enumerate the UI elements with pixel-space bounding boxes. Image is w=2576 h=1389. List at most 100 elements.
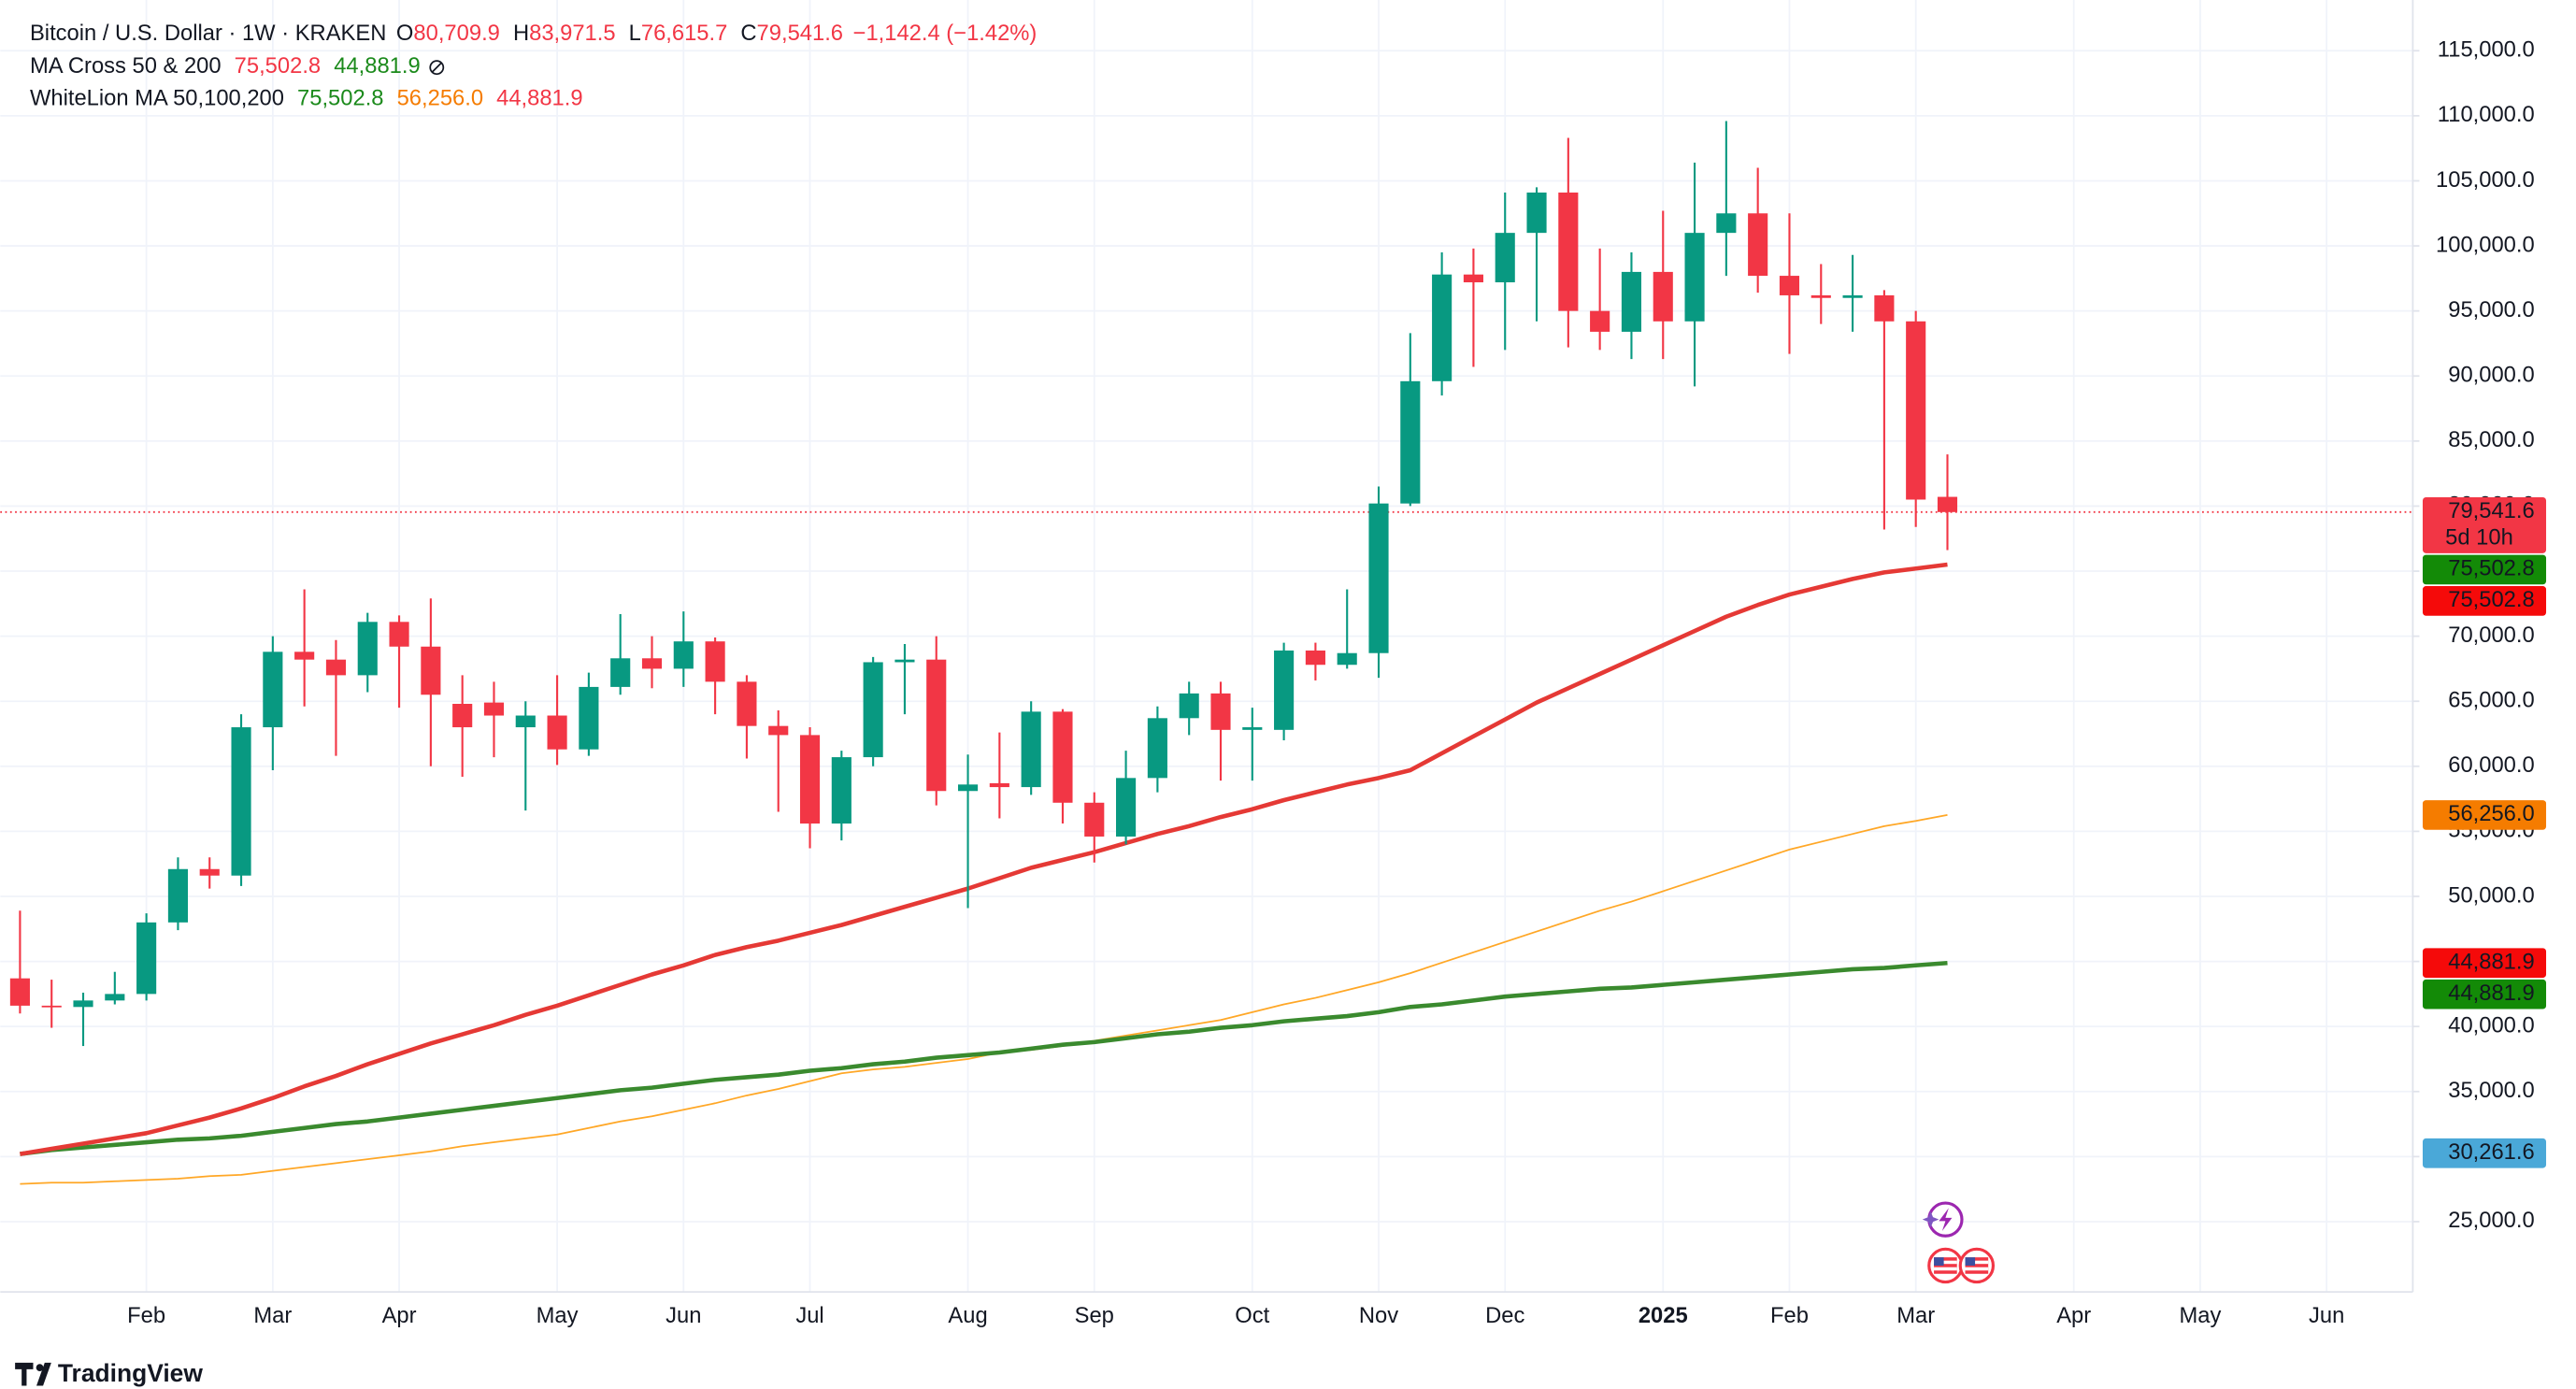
candle-body [136,922,157,995]
candle-body [1495,233,1515,283]
flag [1934,1257,1944,1266]
y-tick-label: 95,000.0 [2448,297,2534,322]
y-tick-label: 105,000.0 [2436,167,2535,193]
ohlc-label: O [396,21,413,46]
candle-body [1590,310,1610,332]
ma-line [20,960,1948,1156]
y-tick-label: 65,000.0 [2448,687,2534,712]
candle-body [1305,650,1325,666]
x-tick-label: Mar [253,1303,292,1328]
event-icons[interactable] [1922,1201,1996,1284]
legend-value: 56,256.0 [397,86,483,111]
candle-body [1463,274,1483,283]
x-tick-label: Jun [665,1303,701,1328]
candle-body [957,784,979,792]
ohlc-label: L [629,21,641,46]
candle-body [1368,503,1389,653]
x-tick-label: Aug [948,1303,987,1328]
candle-body [389,622,409,647]
candle-body [1906,321,1926,500]
candle-body [1842,294,1863,298]
candle-body [547,715,567,750]
symbol-title: Bitcoin / U.S. Dollar · 1W · KRAKEN [30,21,386,46]
candle-body [926,659,947,792]
candle-body [294,652,315,660]
candle-body [263,652,283,728]
ohlc-value: 76,615.7 [641,21,727,46]
candle-body [1779,276,1800,295]
x-tick-label: May [2179,1303,2221,1328]
candle-body [737,681,757,726]
candle-body [1210,693,1231,730]
y-tick-label: 35,000.0 [2448,1078,2534,1103]
price-label [2422,979,2547,1010]
price-label [2422,948,2547,979]
candle-body [1432,274,1453,381]
candle-body [1653,271,1673,322]
candle-body [515,715,536,728]
y-tick-label: 115,000.0 [2438,37,2535,63]
brand-logo [36,1362,51,1386]
candle-body [1716,213,1737,234]
y-tick-label: 25,000.0 [2448,1208,2534,1233]
candle-body [863,662,883,758]
legend-value: 44,881.9 [334,53,420,79]
ohlc-change: −1,142.4 (−1.42%) [853,21,1038,46]
candle-body [1684,233,1705,322]
candle-body [421,646,441,695]
legend-line: MA Cross 50 & 200 75,502.8 44,881.9 [30,53,421,79]
x-tick-label: Feb [127,1303,165,1328]
candle-body [199,868,220,876]
candle-body [231,727,251,876]
x-tick-label: Dec [1485,1303,1524,1328]
flag [1934,1267,1957,1271]
grid [0,0,2413,1293]
candle-body [357,622,378,676]
candle-body [452,703,473,728]
x-tick-label: Apr [382,1303,417,1328]
price-label-text: 75,502.8 [2448,587,2534,612]
candle-body [1526,192,1547,234]
candle-body [41,1005,62,1008]
ma-line [20,562,1948,1156]
price-label-countdown: 5d 10h [2445,524,2513,550]
candle-body [1147,718,1167,779]
ohlc-label: H [513,21,529,46]
price-label-text: 79,541.6 [2448,498,2534,523]
y-tick-label: 100,000.0 [2436,232,2535,257]
x-tick-label: May [537,1303,579,1328]
candle-body [1621,271,1642,332]
y-tick-label: 50,000.0 [2448,882,2534,908]
legend-line: Bitcoin / U.S. Dollar · 1W · KRAKEN O80,7… [30,21,1037,46]
ohlc-value: 80,709.9 [413,21,499,46]
price-label [2422,496,2547,553]
x-tick-label: Oct [1235,1303,1269,1328]
price-label [2422,554,2547,585]
y-tick-label: 70,000.0 [2448,623,2534,648]
candle-body [1116,778,1137,837]
candle-body [1937,496,1958,512]
candle-body [579,686,599,750]
candle-body [705,641,725,682]
candle-body [1400,380,1421,504]
brand-name[interactable]: TradingView [58,1359,203,1387]
candle-body [167,868,188,923]
candle-body [894,659,915,663]
candle-body [610,658,631,687]
candle-body [73,1000,93,1008]
candle-body [325,659,347,676]
candle-body [1084,802,1105,837]
price-label-text: 44,881.9 [2448,981,2534,1006]
candle-body [1810,294,1831,298]
ohlc-value: 79,541.6 [757,21,843,46]
candle-body [1242,727,1263,730]
x-tick-label: Sep [1075,1303,1114,1328]
flag [1934,1260,1957,1265]
x-tick-label: Apr [2056,1303,2091,1328]
brand[interactable]: TradingView [15,1359,203,1387]
candle-body [641,658,663,669]
candle-body [1274,650,1295,730]
candle-body [989,782,1009,788]
candle-body [1337,652,1357,666]
